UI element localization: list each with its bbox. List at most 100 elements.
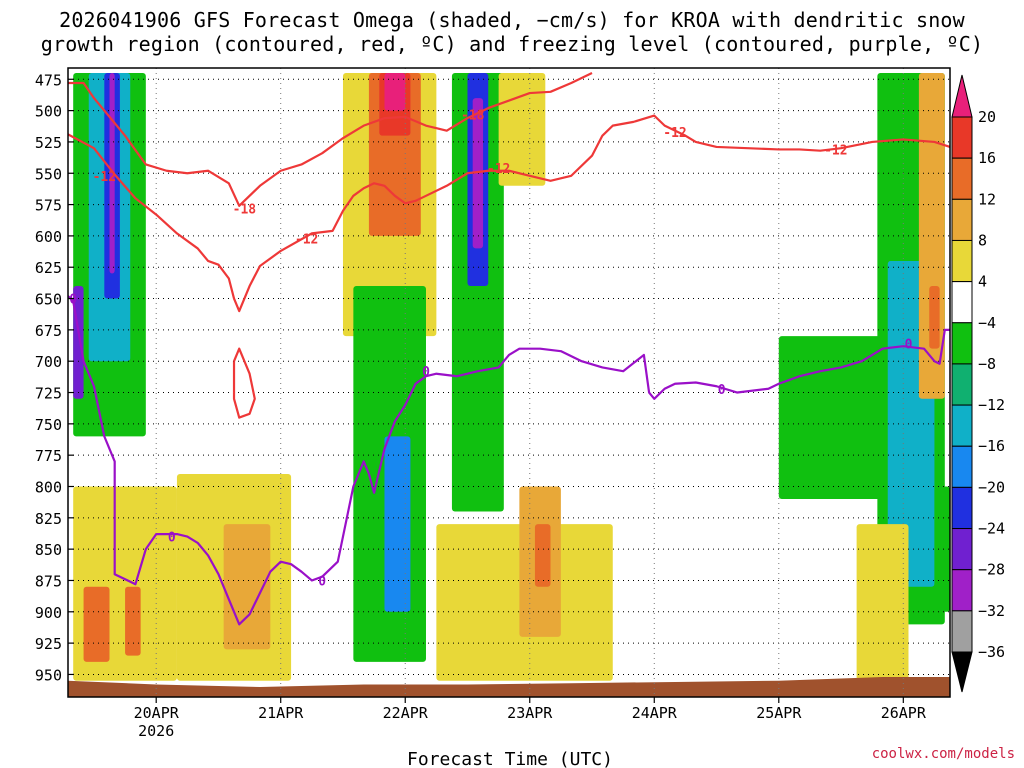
y-tick-label: 600 (35, 228, 62, 246)
contour-label: 0 (168, 531, 176, 546)
colorbar-swatch (951, 281, 973, 324)
omega-region-16 (451, 73, 504, 512)
gridlines (68, 68, 950, 697)
y-tick-label: 800 (35, 478, 62, 496)
x-tick-label: 22APR (383, 704, 429, 722)
x-tick-label: 23APR (507, 704, 553, 722)
contour-label: -18 (233, 202, 257, 217)
x-tick-label: 26APR (881, 704, 927, 722)
omega-region-23 (778, 336, 893, 500)
y-tick-label: 700 (35, 353, 62, 371)
contour-label: 0 (318, 574, 326, 589)
contour-line-0 (68, 114, 950, 313)
contour-label: -12 (824, 143, 847, 158)
contour-label: -12 (93, 170, 116, 185)
colorbar-label: 12 (978, 190, 996, 208)
y-tick-label: 500 (35, 103, 62, 121)
x-tick-label: 24APR (632, 704, 678, 722)
contour-line-1 (68, 72, 593, 207)
omega-region-6 (83, 586, 110, 662)
omega-region-29 (934, 486, 950, 612)
contour-labels: -12 -18 -18 -12 -12 -12 -12 0 0 0 0 0 0 (69, 108, 912, 589)
y-tick-label: 650 (35, 291, 62, 309)
colorbar-swatch (951, 322, 973, 365)
omega-region-22 (534, 524, 551, 587)
omega-shading-layer (73, 73, 950, 681)
omega-region-9 (223, 524, 271, 650)
contour-label: 0 (422, 365, 430, 380)
colorbar-label: −32 (978, 602, 1005, 620)
colorbar-swatch (951, 239, 973, 283)
contour-label: 0 (69, 293, 77, 308)
colorbar-top-arrow (951, 74, 973, 118)
colorbar-label: −16 (978, 437, 1005, 455)
omega-region-15 (384, 436, 411, 612)
colorbar: 20 16 12 8 4 −4 −8 −12 −16 −20 −24 −28 −32 −36 (951, 74, 1005, 693)
y-tick-label: 575 (35, 197, 62, 215)
omega-region-18 (472, 98, 484, 249)
y-tick-label: 475 (35, 71, 62, 89)
y-tick-label: 725 (35, 385, 62, 403)
omega-region-28 (856, 524, 909, 681)
colorbar-swatch (951, 528, 973, 571)
colorbar-swatch (951, 486, 973, 530)
chart-title-line-1: 2026041906 GFS Forecast Omega (shaded, −… (59, 8, 965, 32)
y-tick-label: 850 (35, 541, 62, 559)
colorbar-label: 20 (978, 108, 996, 126)
omega-region-13 (384, 73, 406, 111)
contour-lines (68, 72, 950, 626)
colorbar-swatch (951, 363, 973, 406)
omega-region-7 (125, 586, 141, 656)
x-axis-label: Forecast Time (UTC) (407, 749, 613, 768)
colorbar-swatch (951, 198, 973, 241)
contour-label: 0 (718, 383, 726, 398)
colorbar-swatch (951, 569, 973, 612)
colorbar-label: 8 (978, 231, 987, 249)
y-tick-label: 625 (35, 259, 62, 277)
colorbar-swatch (951, 157, 973, 200)
y-tick-label: 925 (35, 635, 62, 653)
terrain-layer (68, 676, 950, 697)
contour-label: 0 (905, 338, 913, 353)
terrain-fill (68, 676, 950, 697)
colorbar-swatch (951, 404, 973, 447)
y-tick-label: 675 (35, 322, 62, 340)
x-tick-label: 25APR (756, 704, 802, 722)
credit-link[interactable]: coolwx.com/models (872, 746, 1015, 762)
contour-label: -12 (295, 232, 318, 247)
y-tick-label: 550 (35, 165, 62, 183)
y-tick-label: 825 (35, 510, 62, 528)
y-tick-label: 900 (35, 604, 62, 622)
y-axis-ticks: 475 500 525 550 575 600 625 650 675 700 725 750 775 8… (35, 71, 74, 684)
omega-region-27 (929, 286, 940, 349)
y-tick-label: 775 (35, 447, 62, 465)
contour-line-3 (68, 295, 950, 626)
contour-label: -12 (487, 162, 510, 177)
colorbar-label: 16 (978, 149, 996, 167)
colorbar-bottom-arrow (951, 651, 973, 693)
y-tick-label: 750 (35, 416, 62, 434)
chart-title-line-2: growth region (contoured, red, ºC) and f… (40, 32, 984, 56)
x-tick-sublabel: 2026 (138, 722, 174, 740)
contour-label: -12 (663, 126, 686, 141)
colorbar-swatch (951, 445, 973, 488)
x-tick-label: 20APR (134, 704, 180, 722)
colorbar-label: −4 (978, 314, 996, 332)
y-tick-label: 525 (35, 134, 62, 152)
colorbar-swatch (951, 116, 973, 159)
colorbar-label: −28 (978, 561, 1005, 579)
colorbar-swatch (951, 610, 973, 653)
plot-frame (67, 67, 951, 698)
colorbar-label: −24 (978, 520, 1005, 538)
colorbar-label: 4 (978, 273, 987, 291)
colorbar-label: −20 (978, 478, 1005, 496)
contour-label: -18 (461, 108, 485, 123)
colorbar-label: −36 (978, 643, 1005, 661)
colorbar-label: −12 (978, 396, 1005, 414)
contour-line-2 (232, 347, 256, 419)
y-tick-label: 950 (35, 666, 62, 684)
colorbar-label: −8 (978, 355, 996, 373)
